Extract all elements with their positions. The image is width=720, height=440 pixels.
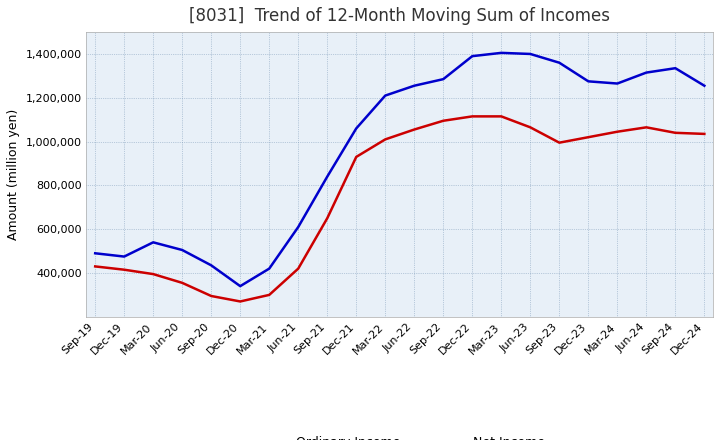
Net Income [265,292,274,297]
Ordinary Income [352,126,361,131]
Net Income [149,271,158,277]
Line: Ordinary Income: Ordinary Income [95,53,704,286]
Net Income [236,299,245,304]
Net Income [700,131,708,136]
Net Income [91,264,99,269]
Net Income [439,118,448,123]
Net Income [120,267,128,272]
Net Income [207,293,215,299]
Net Income [323,216,332,221]
Ordinary Income [236,283,245,289]
Legend: Ordinary Income, Net Income: Ordinary Income, Net Income [250,431,550,440]
Net Income [381,137,390,142]
Ordinary Income [323,174,332,179]
Net Income [555,140,564,145]
Line: Net Income: Net Income [95,117,704,301]
Net Income [468,114,477,119]
Ordinary Income [381,93,390,98]
Net Income [497,114,505,119]
Ordinary Income [468,54,477,59]
Ordinary Income [439,77,448,82]
Ordinary Income [207,263,215,268]
Net Income [294,266,302,271]
Ordinary Income [613,81,621,86]
Ordinary Income [700,83,708,88]
Net Income [178,280,186,286]
Ordinary Income [526,51,535,57]
Ordinary Income [671,66,680,71]
Ordinary Income [178,247,186,253]
Ordinary Income [497,50,505,55]
Ordinary Income [555,60,564,66]
Ordinary Income [584,79,593,84]
Ordinary Income [642,70,651,75]
Net Income [352,154,361,160]
Ordinary Income [294,224,302,230]
Net Income [642,125,651,130]
Y-axis label: Amount (million yen): Amount (million yen) [7,109,20,240]
Ordinary Income [120,254,128,259]
Net Income [410,127,418,132]
Net Income [671,130,680,136]
Ordinary Income [265,266,274,271]
Ordinary Income [410,83,418,88]
Title: [8031]  Trend of 12-Month Moving Sum of Incomes: [8031] Trend of 12-Month Moving Sum of I… [189,7,611,25]
Net Income [526,125,535,130]
Ordinary Income [91,251,99,256]
Net Income [613,129,621,134]
Net Income [584,135,593,140]
Ordinary Income [149,240,158,245]
